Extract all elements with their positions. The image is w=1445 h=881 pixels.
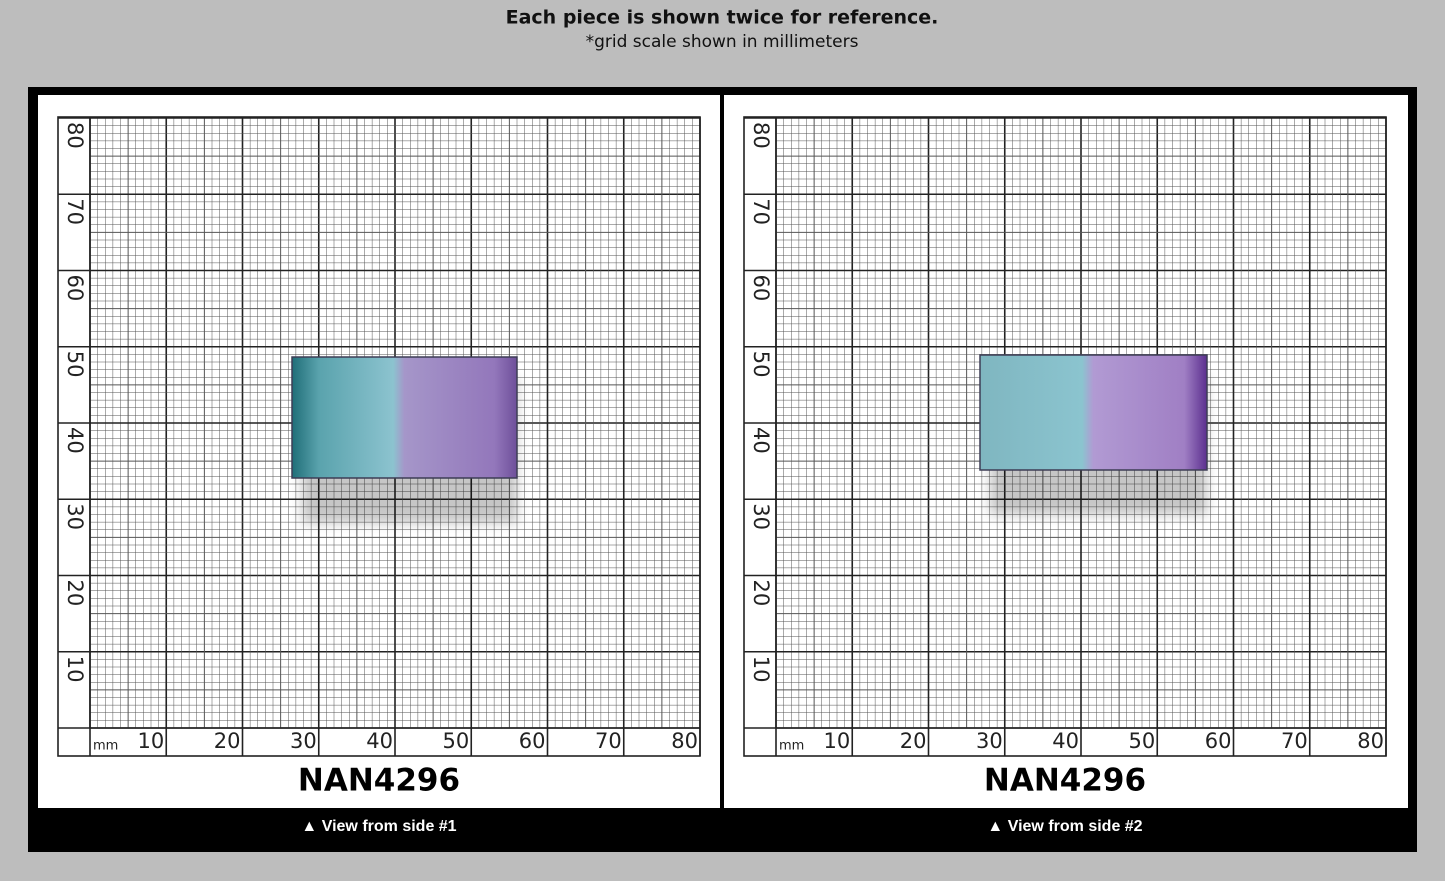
y-tick-label: 10	[749, 656, 773, 683]
x-tick-label: 60	[519, 729, 546, 753]
title: Each piece is shown twice for reference.	[506, 7, 939, 29]
x-tick-label: 30	[976, 729, 1003, 753]
x-tick-label: 50	[443, 729, 470, 753]
y-tick-label: 30	[749, 503, 773, 530]
x-tick-label: 20	[214, 729, 241, 753]
y-tick-label: 80	[63, 122, 87, 149]
caption: ▲ View from side #1	[301, 818, 456, 835]
x-tick-label: 10	[138, 729, 165, 753]
y-tick-label: 70	[63, 198, 87, 225]
content: mm 10 20 30 40 50 60 70 80 10 20 30 40 50 60 70 80 NAN429…	[57, 116, 1387, 835]
y-tick-label: 80	[749, 122, 773, 149]
y-tick-label: 50	[63, 351, 87, 378]
grid-panel: mm 10 20 30 40 50 60 70 80 10 20 30 40 50 60 70 80 NAN429…	[57, 116, 701, 835]
x-tick-label: 50	[1129, 729, 1156, 753]
x-tick-label: 80	[1357, 729, 1384, 753]
y-tick-label: 20	[749, 580, 773, 607]
y-tick-label: 70	[749, 198, 773, 225]
y-tick-label: 20	[63, 580, 87, 607]
x-tick-label: 70	[595, 729, 622, 753]
y-tick-label: 60	[63, 275, 87, 302]
x-tick-label: 60	[1205, 729, 1232, 753]
x-tick-label: 20	[900, 729, 927, 753]
scale-box	[57, 116, 701, 757]
x-tick-label: 10	[824, 729, 851, 753]
product-id: NAN4296	[298, 763, 460, 799]
y-tick-label: 40	[63, 427, 87, 454]
specimen	[291, 356, 518, 479]
x-tick-label: 40	[1052, 729, 1079, 753]
y-tick-label: 60	[749, 275, 773, 302]
x-tick-label: 80	[671, 729, 698, 753]
y-tick-label: 30	[63, 503, 87, 530]
product-id: NAN4296	[984, 763, 1146, 799]
x-tick-label: 70	[1281, 729, 1308, 753]
x-tick-label: 40	[366, 729, 393, 753]
y-tick-label: 50	[749, 351, 773, 378]
subtitle: *grid scale shown in millimeters	[586, 32, 859, 52]
x-tick-label: 30	[290, 729, 317, 753]
grid-panel: mm 10 20 30 40 50 60 70 80 10 20 30 40 50 60 70 80 NAN429…	[743, 116, 1387, 835]
y-tick-label: 10	[63, 656, 87, 683]
unit-label: mm	[779, 739, 804, 754]
unit-label: mm	[93, 739, 118, 754]
scale-box	[743, 116, 1387, 757]
y-tick-label: 40	[749, 427, 773, 454]
specimen	[979, 354, 1208, 471]
caption: ▲ View from side #2	[987, 818, 1142, 835]
